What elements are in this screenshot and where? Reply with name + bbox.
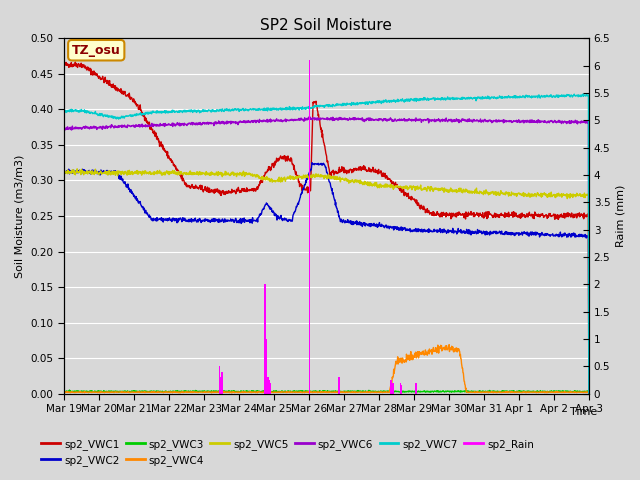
Title: SP2 Soil Moisture: SP2 Soil Moisture — [260, 18, 392, 33]
sp2_VWC7 — [523, 93, 531, 99]
Bar — [309, 60, 310, 394]
sp2_VWC1 — [523, 211, 531, 216]
Y-axis label: Soil Moisture (m3/m3): Soil Moisture (m3/m3) — [15, 154, 25, 278]
Bar — [268, 377, 269, 394]
sp2_VWC6 — [177, 120, 184, 126]
sp2_VWC1 — [585, 391, 593, 396]
sp2_VWC7 — [408, 96, 415, 102]
Bar — [220, 377, 221, 394]
sp2_VWC4 — [524, 389, 531, 395]
sp2_VWC3 — [177, 388, 185, 394]
sp2_VWC7 — [585, 391, 593, 396]
sp2_VWC3 — [585, 389, 593, 395]
sp2_VWC4 — [164, 389, 172, 395]
sp2_VWC3 — [523, 388, 531, 394]
sp2_VWC4 — [445, 342, 453, 348]
sp2_VWC3 — [477, 389, 484, 395]
Line: sp2_VWC5: sp2_VWC5 — [64, 169, 589, 394]
Bar — [339, 377, 340, 394]
sp2_VWC1 — [236, 190, 244, 195]
sp2_VWC2 — [308, 160, 316, 166]
Line: sp2_VWC6: sp2_VWC6 — [64, 117, 589, 394]
sp2_VWC6 — [60, 126, 68, 132]
sp2_VWC4 — [408, 355, 416, 360]
sp2_VWC3 — [408, 389, 416, 395]
sp2_VWC2 — [236, 217, 243, 223]
sp2_VWC2 — [164, 216, 172, 221]
Bar — [416, 383, 417, 394]
Bar — [338, 377, 339, 394]
Bar — [266, 339, 267, 394]
sp2_VWC4 — [177, 389, 184, 395]
sp2_VWC6 — [236, 120, 243, 125]
sp2_VWC4 — [477, 389, 484, 395]
sp2_VWC3 — [164, 389, 172, 395]
Bar — [269, 380, 270, 394]
sp2_VWC7 — [236, 108, 243, 114]
sp2_VWC6 — [477, 116, 484, 122]
sp2_VWC5 — [164, 170, 172, 176]
sp2_VWC6 — [408, 117, 416, 122]
Bar — [269, 383, 271, 394]
Legend: sp2_VWC1, sp2_VWC2, sp2_VWC3, sp2_VWC4, sp2_VWC5, sp2_VWC6, sp2_VWC7, sp2_Rain: sp2_VWC1, sp2_VWC2, sp2_VWC3, sp2_VWC4, … — [37, 434, 538, 470]
sp2_VWC1 — [60, 61, 68, 67]
sp2_VWC2 — [585, 391, 593, 396]
sp2_VWC5 — [408, 187, 416, 192]
Bar — [390, 380, 392, 394]
sp2_VWC3 — [236, 389, 244, 395]
sp2_VWC5 — [523, 192, 531, 197]
Bar — [267, 377, 268, 394]
sp2_VWC7 — [476, 94, 484, 100]
sp2_VWC1 — [72, 59, 79, 65]
sp2_VWC4 — [236, 390, 244, 396]
sp2_VWC6 — [306, 114, 314, 120]
sp2_VWC5 — [74, 166, 81, 172]
sp2_VWC7 — [60, 107, 68, 113]
Text: TZ_osu: TZ_osu — [72, 44, 120, 57]
Bar — [400, 383, 401, 394]
sp2_VWC2 — [60, 168, 68, 174]
sp2_VWC6 — [523, 119, 531, 125]
Bar — [392, 383, 394, 394]
sp2_VWC6 — [585, 391, 593, 396]
sp2_VWC7 — [164, 108, 172, 114]
sp2_VWC7 — [177, 108, 184, 114]
sp2_VWC3 — [541, 390, 548, 396]
Bar — [415, 383, 416, 394]
sp2_VWC6 — [164, 122, 172, 128]
sp2_VWC5 — [477, 189, 484, 194]
sp2_VWC3 — [60, 389, 68, 395]
Line: sp2_VWC3: sp2_VWC3 — [64, 390, 589, 393]
sp2_VWC5 — [177, 170, 185, 176]
Y-axis label: Raim (mm): Raim (mm) — [616, 185, 626, 247]
Line: sp2_VWC7: sp2_VWC7 — [64, 94, 589, 394]
Text: Time: Time — [570, 407, 597, 417]
Line: sp2_VWC4: sp2_VWC4 — [64, 345, 589, 393]
sp2_VWC1 — [164, 153, 172, 159]
sp2_VWC2 — [523, 229, 531, 235]
Bar — [221, 372, 223, 394]
sp2_VWC2 — [477, 229, 484, 235]
sp2_VWC4 — [228, 390, 236, 396]
sp2_VWC7 — [579, 91, 587, 97]
sp2_VWC5 — [236, 169, 244, 175]
sp2_VWC4 — [60, 389, 68, 395]
sp2_VWC5 — [60, 169, 68, 175]
sp2_VWC1 — [177, 173, 185, 179]
sp2_VWC4 — [585, 389, 593, 395]
sp2_VWC3 — [66, 387, 74, 393]
Bar — [264, 284, 266, 394]
Bar — [392, 383, 393, 394]
Bar — [401, 385, 403, 394]
Line: sp2_VWC2: sp2_VWC2 — [64, 163, 589, 394]
Bar — [219, 366, 220, 394]
Line: sp2_VWC1: sp2_VWC1 — [64, 62, 589, 394]
sp2_VWC2 — [177, 216, 184, 221]
sp2_VWC2 — [408, 227, 416, 233]
sp2_VWC1 — [408, 196, 416, 202]
sp2_VWC1 — [477, 212, 484, 218]
sp2_VWC5 — [585, 391, 593, 396]
